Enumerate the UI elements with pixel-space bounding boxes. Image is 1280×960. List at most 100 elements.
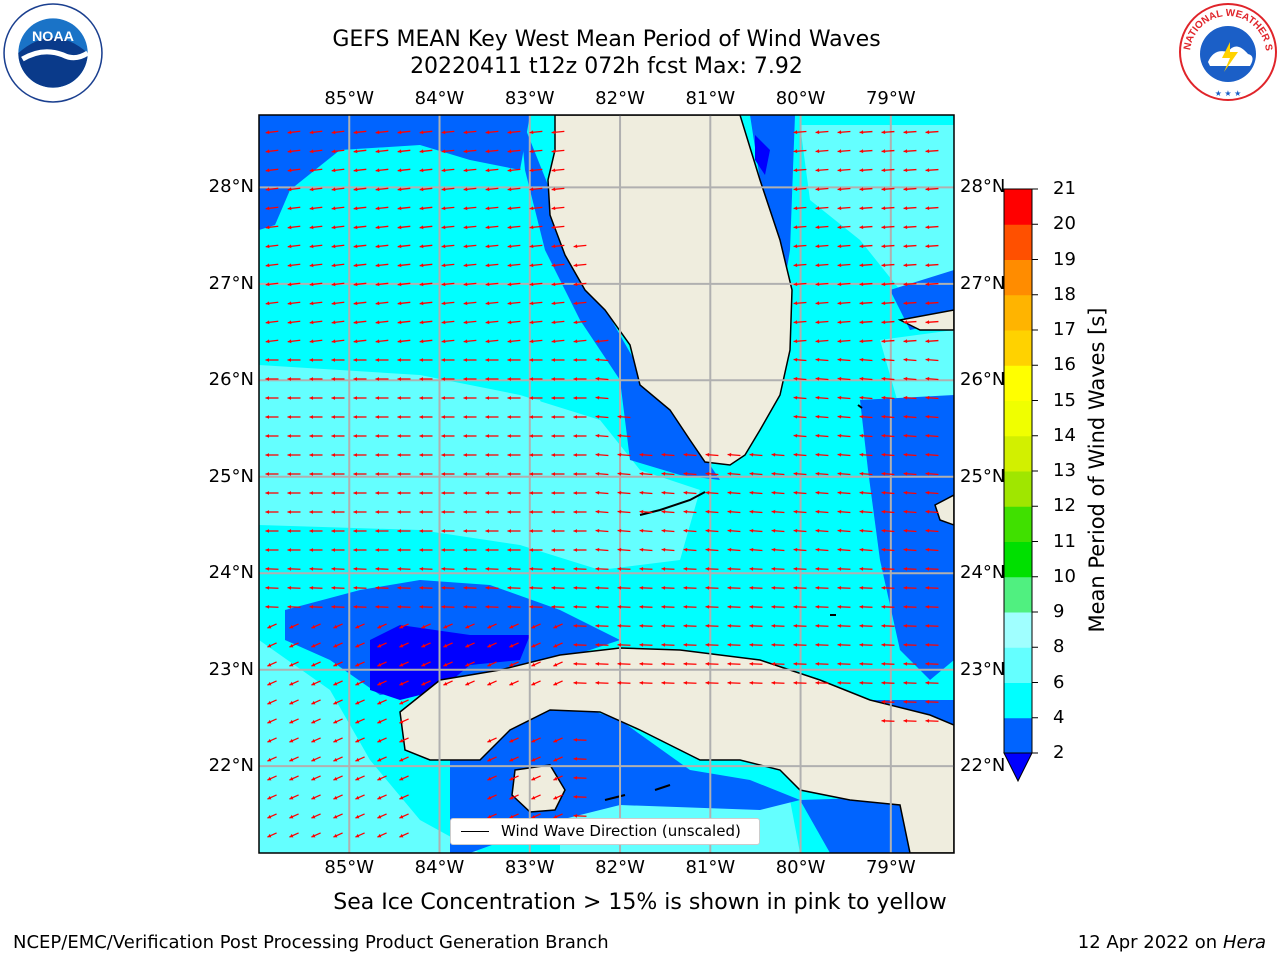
wave-direction-arrow <box>265 244 279 249</box>
wave-direction-arrow <box>265 377 279 381</box>
wave-direction-arrow <box>463 244 477 249</box>
wave-direction-arrow <box>399 642 409 648</box>
colorbar-swatch <box>1004 506 1032 542</box>
wave-direction-arrow <box>771 452 785 457</box>
wave-direction-arrow <box>375 415 389 419</box>
wave-direction-arrow <box>639 509 653 514</box>
wave-direction-arrow <box>507 339 521 344</box>
svg-text:NOAA: NOAA <box>32 29 74 45</box>
andros-island <box>934 494 954 526</box>
lon-label-top: 83°W <box>504 88 555 109</box>
wave-direction-arrow <box>309 225 323 230</box>
footer-credit: NCEP/EMC/Verification Post Processing Pr… <box>13 932 609 953</box>
wave-direction-arrow <box>859 547 873 552</box>
wave-direction-arrow <box>683 661 697 666</box>
wave-direction-arrow <box>553 661 563 667</box>
wave-direction-arrow <box>397 187 411 192</box>
wave-direction-arrow <box>925 168 939 173</box>
wave-direction-arrow <box>311 680 321 686</box>
wave-direction-arrow <box>441 585 455 590</box>
wave-direction-arrow <box>815 187 829 192</box>
wave-direction-arrow <box>463 510 477 514</box>
wave-direction-arrow <box>551 339 565 344</box>
wave-direction-arrow <box>749 585 763 590</box>
wave-direction-arrow <box>509 642 519 648</box>
wave-direction-arrow <box>529 604 543 609</box>
wave-direction-arrow <box>311 661 321 667</box>
wave-direction-arrow <box>485 566 499 571</box>
wave-direction-arrow <box>837 547 851 552</box>
chart-title: GEFS MEAN Key West Mean Period of Wind W… <box>332 27 881 52</box>
wave-direction-arrow <box>309 377 323 381</box>
wave-direction-arrow <box>553 623 563 629</box>
lat-label-right: 28°N <box>960 176 1006 198</box>
noaa-logo-icon: NOAA <box>3 3 103 103</box>
wave-direction-arrow <box>639 547 653 552</box>
wave-direction-arrow <box>595 490 609 495</box>
wave-direction-arrow <box>837 661 851 666</box>
wave-direction-arrow <box>617 490 631 495</box>
wave-direction-arrow <box>551 415 565 419</box>
wave-direction-arrow <box>529 149 543 154</box>
wave-direction-arrow <box>331 320 345 325</box>
wave-direction-arrow <box>705 585 719 590</box>
wave-direction-arrow <box>903 471 917 476</box>
wave-direction-arrow <box>531 775 541 781</box>
colorbar-tick-label: 14 <box>1053 424 1076 446</box>
wave-direction-arrow <box>529 263 543 268</box>
wave-direction-arrow <box>485 187 499 192</box>
wave-direction-arrow <box>333 832 343 838</box>
wave-direction-arrow <box>793 339 807 344</box>
wave-direction-arrow <box>859 509 873 514</box>
wave-direction-arrow <box>705 471 719 476</box>
wave-direction-arrow <box>331 263 345 268</box>
wave-direction-arrow <box>815 149 829 154</box>
wave-direction-arrow <box>749 528 763 533</box>
wave-direction-arrow <box>553 756 563 762</box>
wave-direction-arrow <box>441 510 455 514</box>
wave-direction-arrow <box>485 301 499 306</box>
wave-direction-arrow <box>595 433 609 438</box>
wave-direction-arrow <box>727 566 741 571</box>
legend-line-icon <box>461 831 489 832</box>
wave-direction-arrow <box>705 490 719 495</box>
lon-label-bottom: 81°W <box>685 857 736 878</box>
wave-direction-arrow <box>375 168 389 173</box>
wave-direction-arrow <box>837 490 851 495</box>
wave-direction-arrow <box>837 301 851 306</box>
wave-direction-arrow <box>529 434 543 438</box>
colorbar-tick-label: 12 <box>1053 495 1076 517</box>
wave-direction-arrow <box>463 396 477 400</box>
wave-direction-arrow <box>859 282 873 287</box>
wave-direction-arrow <box>331 510 345 514</box>
wave-direction-arrow <box>837 168 851 173</box>
wave-direction-arrow <box>551 168 565 173</box>
lon-label-top: 80°W <box>775 88 826 109</box>
wave-direction-arrow <box>507 206 521 211</box>
wave-direction-arrow <box>441 187 455 192</box>
wave-direction-arrow <box>925 661 939 666</box>
wave-direction-arrow <box>333 775 343 781</box>
wave-direction-arrow <box>309 396 323 400</box>
wave-direction-arrow <box>507 415 521 419</box>
wave-direction-arrow <box>727 585 741 590</box>
wave-direction-arrow <box>903 225 917 230</box>
lon-label-top: 79°W <box>865 88 916 109</box>
wave-direction-arrow <box>419 339 433 344</box>
wave-direction-arrow <box>375 320 389 325</box>
wave-direction-arrow <box>441 472 455 476</box>
wave-direction-arrow <box>771 585 785 590</box>
wave-direction-arrow <box>573 415 587 419</box>
wave-direction-arrow <box>573 737 587 742</box>
wave-direction-arrow <box>837 149 851 154</box>
cuba-landmass <box>399 647 954 853</box>
lat-label-right: 26°N <box>960 369 1006 391</box>
lon-label-bottom: 82°W <box>595 857 645 878</box>
wave-direction-arrow <box>289 623 299 629</box>
wave-direction-arrow <box>749 452 763 457</box>
wave-direction-arrow <box>529 491 543 495</box>
wave-direction-arrow <box>463 529 477 533</box>
wave-direction-arrow <box>683 604 697 609</box>
wave-direction-arrow <box>859 528 873 533</box>
wave-direction-arrow <box>399 699 409 705</box>
